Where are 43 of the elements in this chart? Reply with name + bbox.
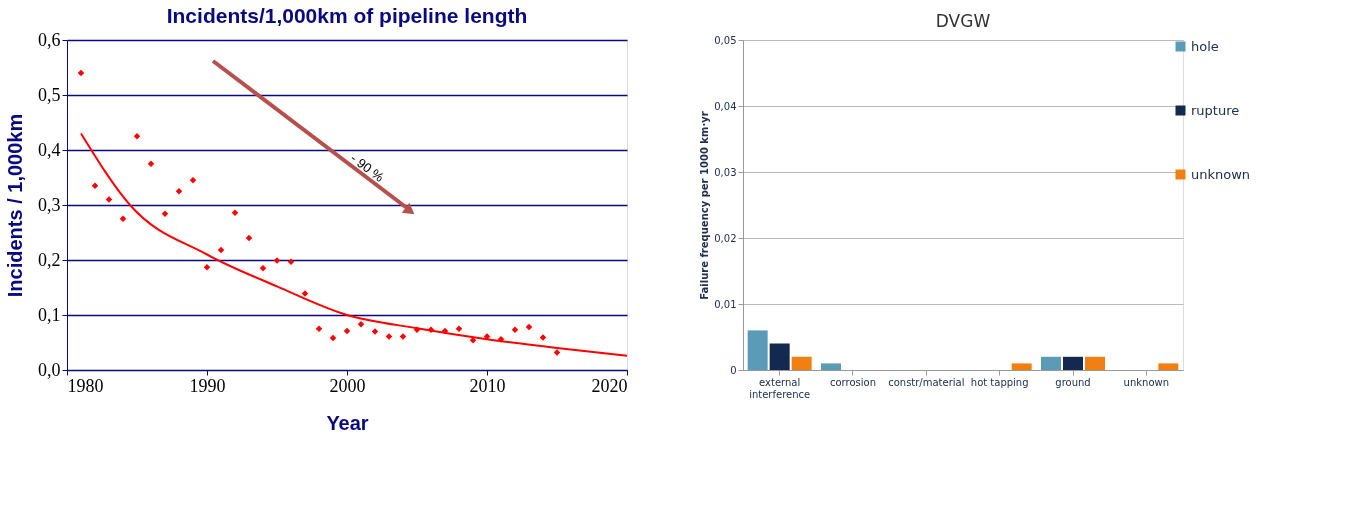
chart-title: DVGW — [935, 11, 991, 31]
y-tick-label: 0,2 — [38, 249, 61, 270]
bar — [1041, 356, 1061, 370]
bar — [747, 330, 768, 370]
legend-label: hole — [1191, 38, 1219, 54]
x-tick-label: corrosion — [829, 376, 877, 388]
x-tick-label: constr/material — [888, 376, 965, 388]
legend-label: unknown — [1191, 166, 1251, 182]
x-tick-label: 2000 — [329, 375, 366, 396]
y-axis-title: Failure frequency per 1000 km·yr — [699, 111, 711, 300]
annotation: - 90 % — [347, 150, 388, 186]
x-axis-title: Year — [326, 411, 369, 434]
y-axis-title: Incidents / 1,000km — [4, 113, 26, 298]
y-tick-label: 0,01 — [714, 298, 737, 310]
x-tick-label: 2020 — [591, 375, 628, 396]
y-tick-label: 0 — [730, 364, 737, 376]
y-tick-label: 0,3 — [38, 194, 61, 215]
y-tick-label: 0,6 — [38, 29, 61, 50]
y-tick-label: 0,05 — [714, 34, 737, 46]
x-tick-label: unknown — [1123, 376, 1170, 388]
bar — [1158, 363, 1179, 370]
x-tick-label: 2010 — [469, 375, 506, 396]
bar — [821, 363, 841, 370]
bar — [769, 343, 790, 370]
x-tick-label: external interference — [749, 376, 811, 400]
bar — [1063, 356, 1083, 370]
y-tick-label: 0,04 — [714, 100, 737, 112]
x-tick-label: ground — [1055, 376, 1091, 388]
y-tick-label: 0,1 — [38, 304, 61, 325]
line-series — [80, 132, 628, 357]
x-tick-label: 1980 — [67, 375, 104, 396]
bar — [1011, 363, 1032, 370]
x-tick-label: 1990 — [189, 375, 226, 396]
x-tick-label: hot tapping — [970, 376, 1029, 388]
y-tick-label: 0,4 — [38, 139, 61, 160]
y-tick-label: 0,03 — [714, 166, 737, 178]
legend-label: rupture — [1191, 102, 1240, 118]
bar — [1085, 356, 1105, 370]
y-tick-label: 0,5 — [38, 84, 61, 105]
y-tick-label: 0,0 — [38, 359, 61, 380]
chart-title: Incidents/1,000km of pipeline length — [166, 4, 528, 27]
bar — [791, 356, 812, 370]
y-tick-label: 0,02 — [714, 232, 737, 244]
